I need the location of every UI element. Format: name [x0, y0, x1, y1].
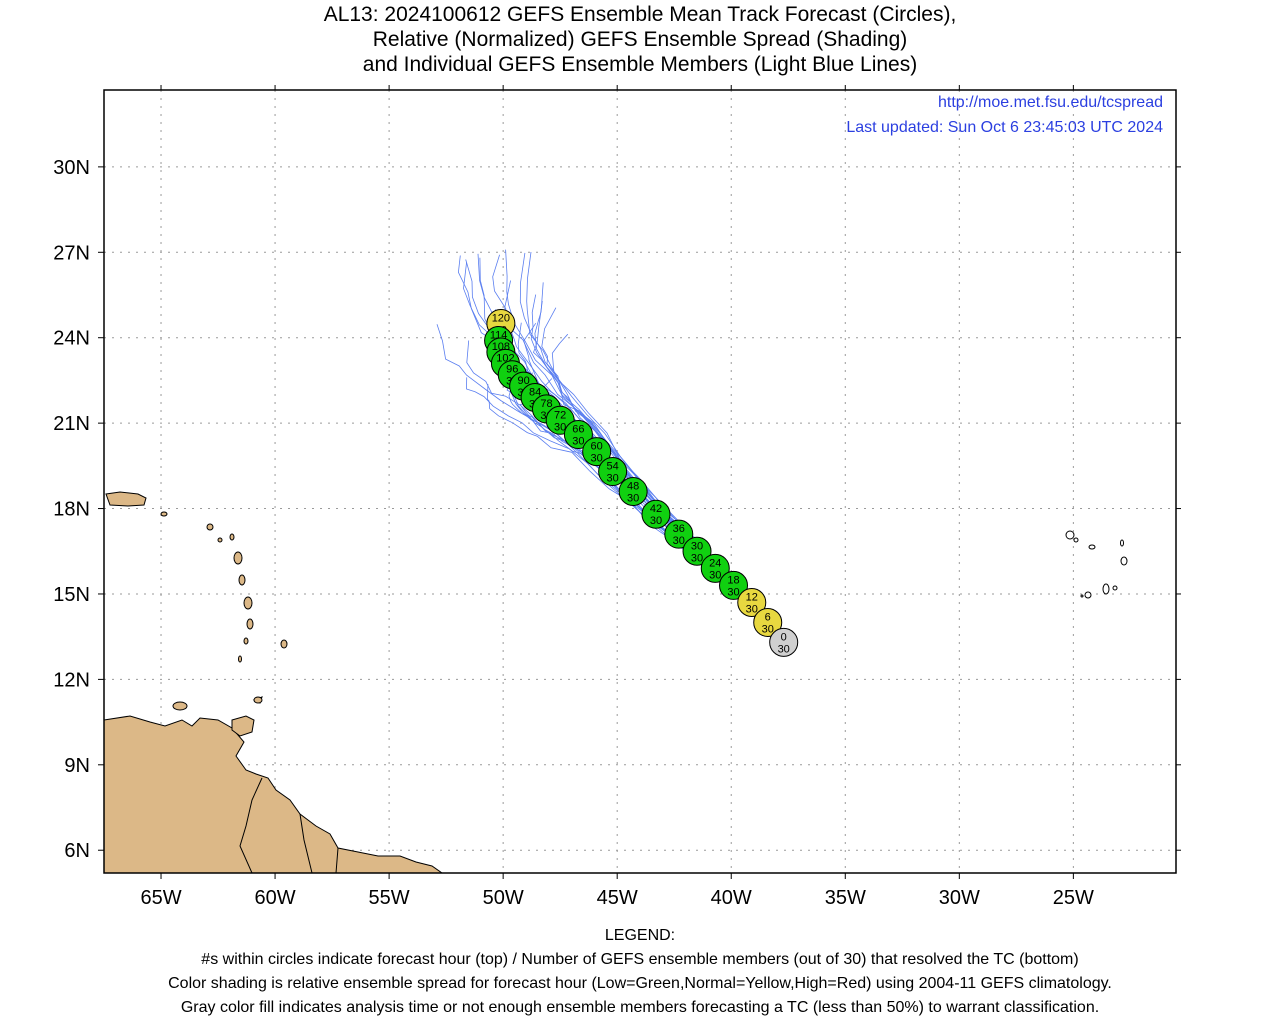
forecast-hour-label: 120 [492, 312, 510, 324]
member-count-label: 30 [691, 552, 703, 564]
track-circle [753, 607, 783, 637]
track-circle [737, 588, 767, 618]
lon-tick-label: 40W [711, 887, 752, 909]
lon-tick-label: 60W [255, 887, 296, 909]
forecast-hour-label: 78 [540, 398, 552, 410]
lat-tick-label: 9N [64, 755, 90, 777]
lat-tick-label: 24N [53, 328, 90, 350]
member-count-label: 30 [746, 604, 758, 616]
lat-tick-label: 12N [53, 669, 90, 691]
lat-tick-label: 27N [53, 242, 90, 264]
lat-tick-label: 6N [64, 840, 90, 862]
axes: 65W 60W 55W 50W 45W 40W 35W 30W 25W 30N 27N 24N 21N 1… [53, 85, 1181, 909]
forecast-hour-label: 54 [607, 461, 619, 473]
track-circle [618, 476, 648, 506]
forecast-hour-label: 42 [650, 503, 662, 515]
chart-title-line2: Relative (Normalized) GEFS Ensemble Spre… [372, 28, 908, 51]
last-updated: Last updated: Sun Oct 6 23:45:03 UTC 202… [846, 119, 1163, 136]
lon-tick-label: 55W [369, 887, 410, 909]
forecast-hour-label: 24 [709, 557, 721, 569]
forecast-hour-label: 90 [518, 375, 530, 387]
track-circle [598, 457, 628, 487]
legend-line1: #s within circles indicate forecast hour… [201, 951, 1079, 968]
lon-tick-label: 35W [825, 887, 866, 909]
trinidad-land [231, 715, 255, 737]
chart-title-line3: and Individual GEFS Ensemble Members (Li… [362, 53, 918, 76]
track-circle [769, 627, 799, 657]
lesser-antilles [160, 511, 288, 711]
forecast-hour-label: 6 [765, 611, 771, 623]
map-border [103, 89, 1177, 874]
member-count-label: 30 [607, 473, 619, 485]
lat-tick-label: 30N [53, 157, 90, 179]
guiana-shield-outline [239, 777, 339, 873]
lon-tick-label: 50W [483, 887, 524, 909]
member-count-label: 30 [650, 515, 662, 527]
track-circle [700, 553, 730, 583]
member-count-label: 30 [709, 569, 721, 581]
land-masses [104, 491, 1128, 873]
track-circle [682, 536, 712, 566]
puerto-rico-land [105, 491, 147, 507]
legend-heading: LEGEND: [604, 927, 676, 944]
member-count-label: 30 [778, 643, 790, 655]
source-url[interactable]: http://moe.met.fsu.edu/tcspread [938, 94, 1163, 111]
lon-tick-label: 30W [939, 887, 980, 909]
cape-verde-islands [1065, 530, 1128, 599]
member-count-label: 30 [727, 586, 739, 598]
track-circle [563, 420, 593, 450]
forecast-hour-label: 12 [746, 592, 758, 604]
member-count-label: 30 [572, 436, 584, 448]
track-point-h6: 630 [753, 607, 783, 637]
lat-tick-label: 15N [53, 584, 90, 606]
chart-title-line1: AL13: 2024100612 GEFS Ensemble Mean Trac… [323, 3, 957, 26]
member-count-label: 30 [762, 623, 774, 635]
forecast-hour-label: 48 [627, 480, 639, 492]
legend-line3: Gray color fill indicates analysis time … [180, 999, 1100, 1016]
south-america-land [104, 715, 443, 873]
track-circle [641, 499, 671, 529]
track-point-h0: 030 [769, 627, 799, 657]
forecast-hour-label: 72 [554, 409, 566, 421]
mean-track: 1203011430108301023096309030843078307230… [484, 308, 799, 657]
track-circle [582, 437, 612, 467]
forecast-hour-label: 36 [673, 523, 685, 535]
member-count-label: 30 [554, 421, 566, 433]
lat-tick-label: 18N [53, 499, 90, 521]
member-count-label: 30 [673, 535, 685, 547]
forecast-hour-label: 18 [727, 574, 739, 586]
lon-tick-label: 25W [1053, 887, 1094, 909]
member-count-label: 30 [627, 492, 639, 504]
lon-tick-label: 65W [140, 887, 181, 909]
track-circle [664, 519, 694, 549]
legend-line2: Color shading is relative ensemble sprea… [168, 975, 1112, 992]
forecast-hour-label: 84 [529, 387, 541, 399]
lon-tick-label: 45W [597, 887, 638, 909]
forecast-hour-label: 66 [572, 424, 584, 436]
forecast-hour-label: 96 [506, 364, 518, 376]
forecast-hour-label: 30 [691, 540, 703, 552]
forecast-hour-label: 0 [781, 631, 787, 643]
lat-tick-label: 21N [53, 413, 90, 435]
member-count-label: 30 [591, 453, 603, 465]
forecast-hour-label: 60 [591, 441, 603, 453]
track-circle [719, 570, 749, 600]
